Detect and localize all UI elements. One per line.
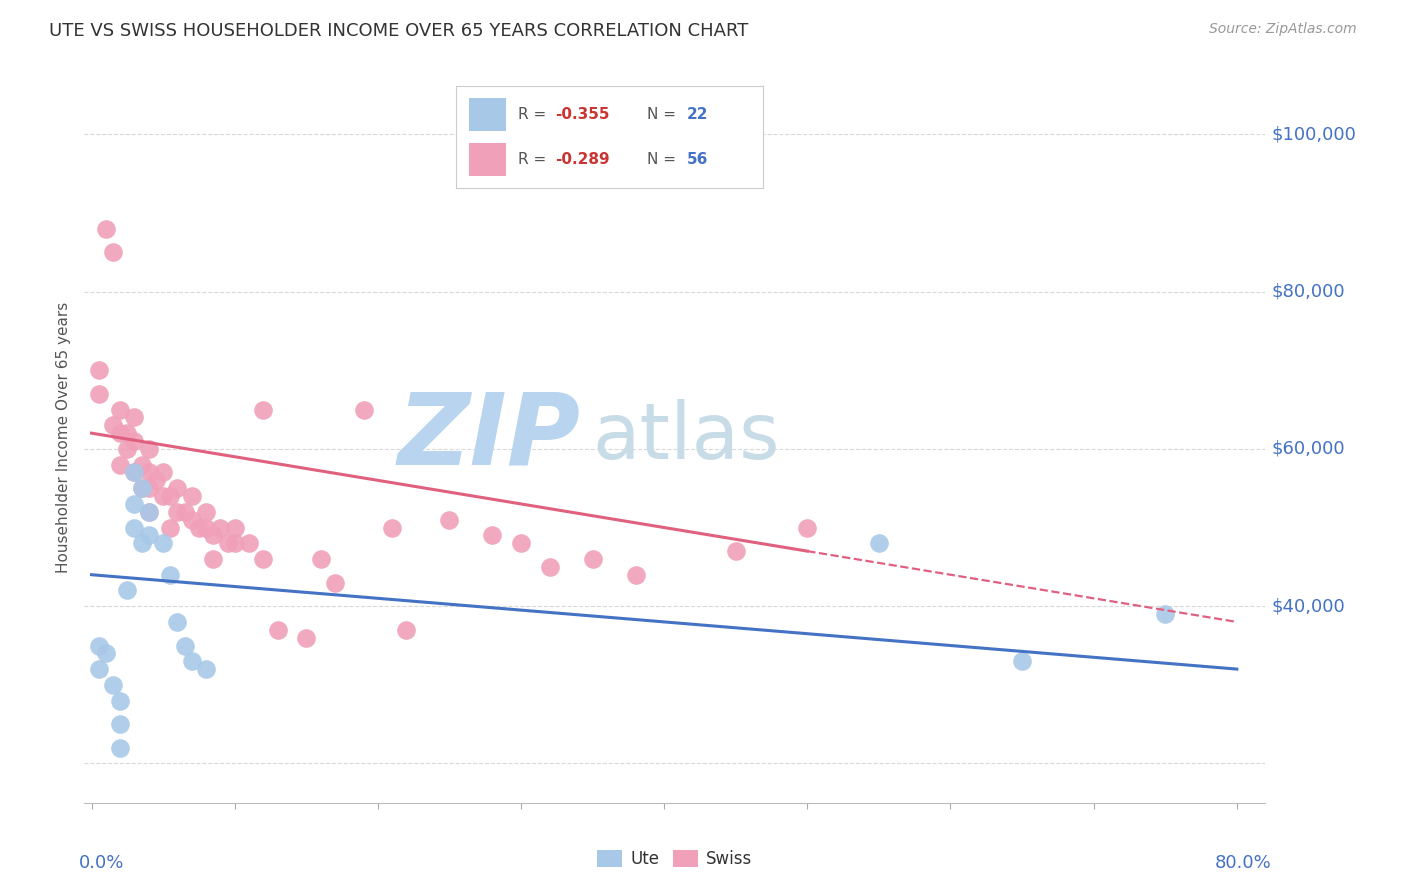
Text: 0.0%: 0.0% <box>79 854 124 872</box>
Point <box>138 528 160 542</box>
Point <box>173 639 195 653</box>
Point <box>87 387 110 401</box>
Point <box>138 505 160 519</box>
Text: $100,000: $100,000 <box>1271 125 1357 144</box>
Point <box>101 418 124 433</box>
Point <box>238 536 260 550</box>
Point <box>538 559 561 574</box>
Point <box>381 520 404 534</box>
Point <box>195 662 218 676</box>
Point <box>117 426 139 441</box>
Point <box>180 654 202 668</box>
Point <box>195 505 218 519</box>
Point <box>131 481 153 495</box>
Point <box>152 466 174 480</box>
Point <box>87 662 110 676</box>
Text: ZIP: ZIP <box>398 389 581 485</box>
Point <box>138 481 160 495</box>
Point <box>481 528 503 542</box>
Point <box>439 513 461 527</box>
Point <box>131 458 153 472</box>
Point <box>353 402 375 417</box>
Point <box>724 544 747 558</box>
Point <box>868 536 890 550</box>
Point <box>108 402 131 417</box>
Point <box>187 520 209 534</box>
Point <box>138 505 160 519</box>
Text: $80,000: $80,000 <box>1271 283 1346 301</box>
Point <box>87 639 110 653</box>
Text: Source: ZipAtlas.com: Source: ZipAtlas.com <box>1209 22 1357 37</box>
Point <box>131 481 153 495</box>
Point <box>124 497 146 511</box>
Point <box>1154 607 1177 621</box>
Point <box>166 481 188 495</box>
Point <box>145 473 167 487</box>
Legend: Ute, Swiss: Ute, Swiss <box>591 844 759 875</box>
Point <box>159 489 181 503</box>
Point <box>202 528 225 542</box>
Point <box>195 520 218 534</box>
Point <box>124 466 146 480</box>
Point <box>94 646 117 660</box>
Point <box>1011 654 1033 668</box>
Point <box>138 466 160 480</box>
Point <box>266 623 288 637</box>
Point <box>94 221 117 235</box>
Point <box>166 505 188 519</box>
Point <box>124 520 146 534</box>
Point <box>166 615 188 629</box>
Point <box>159 567 181 582</box>
Y-axis label: Householder Income Over 65 years: Householder Income Over 65 years <box>56 301 72 573</box>
Point <box>224 536 246 550</box>
Text: $40,000: $40,000 <box>1271 597 1346 615</box>
Point <box>309 552 332 566</box>
Point <box>180 489 202 503</box>
Text: $60,000: $60,000 <box>1271 440 1346 458</box>
Point <box>224 520 246 534</box>
Point <box>624 567 647 582</box>
Point <box>152 489 174 503</box>
Point <box>124 466 146 480</box>
Point <box>252 552 274 566</box>
Point <box>252 402 274 417</box>
Point <box>180 513 202 527</box>
Point <box>152 536 174 550</box>
Text: 80.0%: 80.0% <box>1215 854 1271 872</box>
Point <box>117 442 139 456</box>
Point <box>510 536 533 550</box>
Point <box>108 740 131 755</box>
Point <box>581 552 603 566</box>
Point <box>87 363 110 377</box>
Point <box>124 434 146 448</box>
Point <box>124 410 146 425</box>
Point <box>173 505 195 519</box>
Point <box>323 575 346 590</box>
Point <box>138 442 160 456</box>
Point <box>108 693 131 707</box>
Point <box>217 536 239 550</box>
Point <box>295 631 318 645</box>
Point <box>131 536 153 550</box>
Point <box>108 426 131 441</box>
Point <box>209 520 232 534</box>
Point <box>117 583 139 598</box>
Point <box>101 245 124 260</box>
Point <box>202 552 225 566</box>
Point <box>796 520 818 534</box>
Point <box>108 458 131 472</box>
Point <box>101 678 124 692</box>
Point <box>395 623 418 637</box>
Point <box>108 717 131 731</box>
Text: UTE VS SWISS HOUSEHOLDER INCOME OVER 65 YEARS CORRELATION CHART: UTE VS SWISS HOUSEHOLDER INCOME OVER 65 … <box>49 22 748 40</box>
Text: atlas: atlas <box>592 399 780 475</box>
Point <box>159 520 181 534</box>
